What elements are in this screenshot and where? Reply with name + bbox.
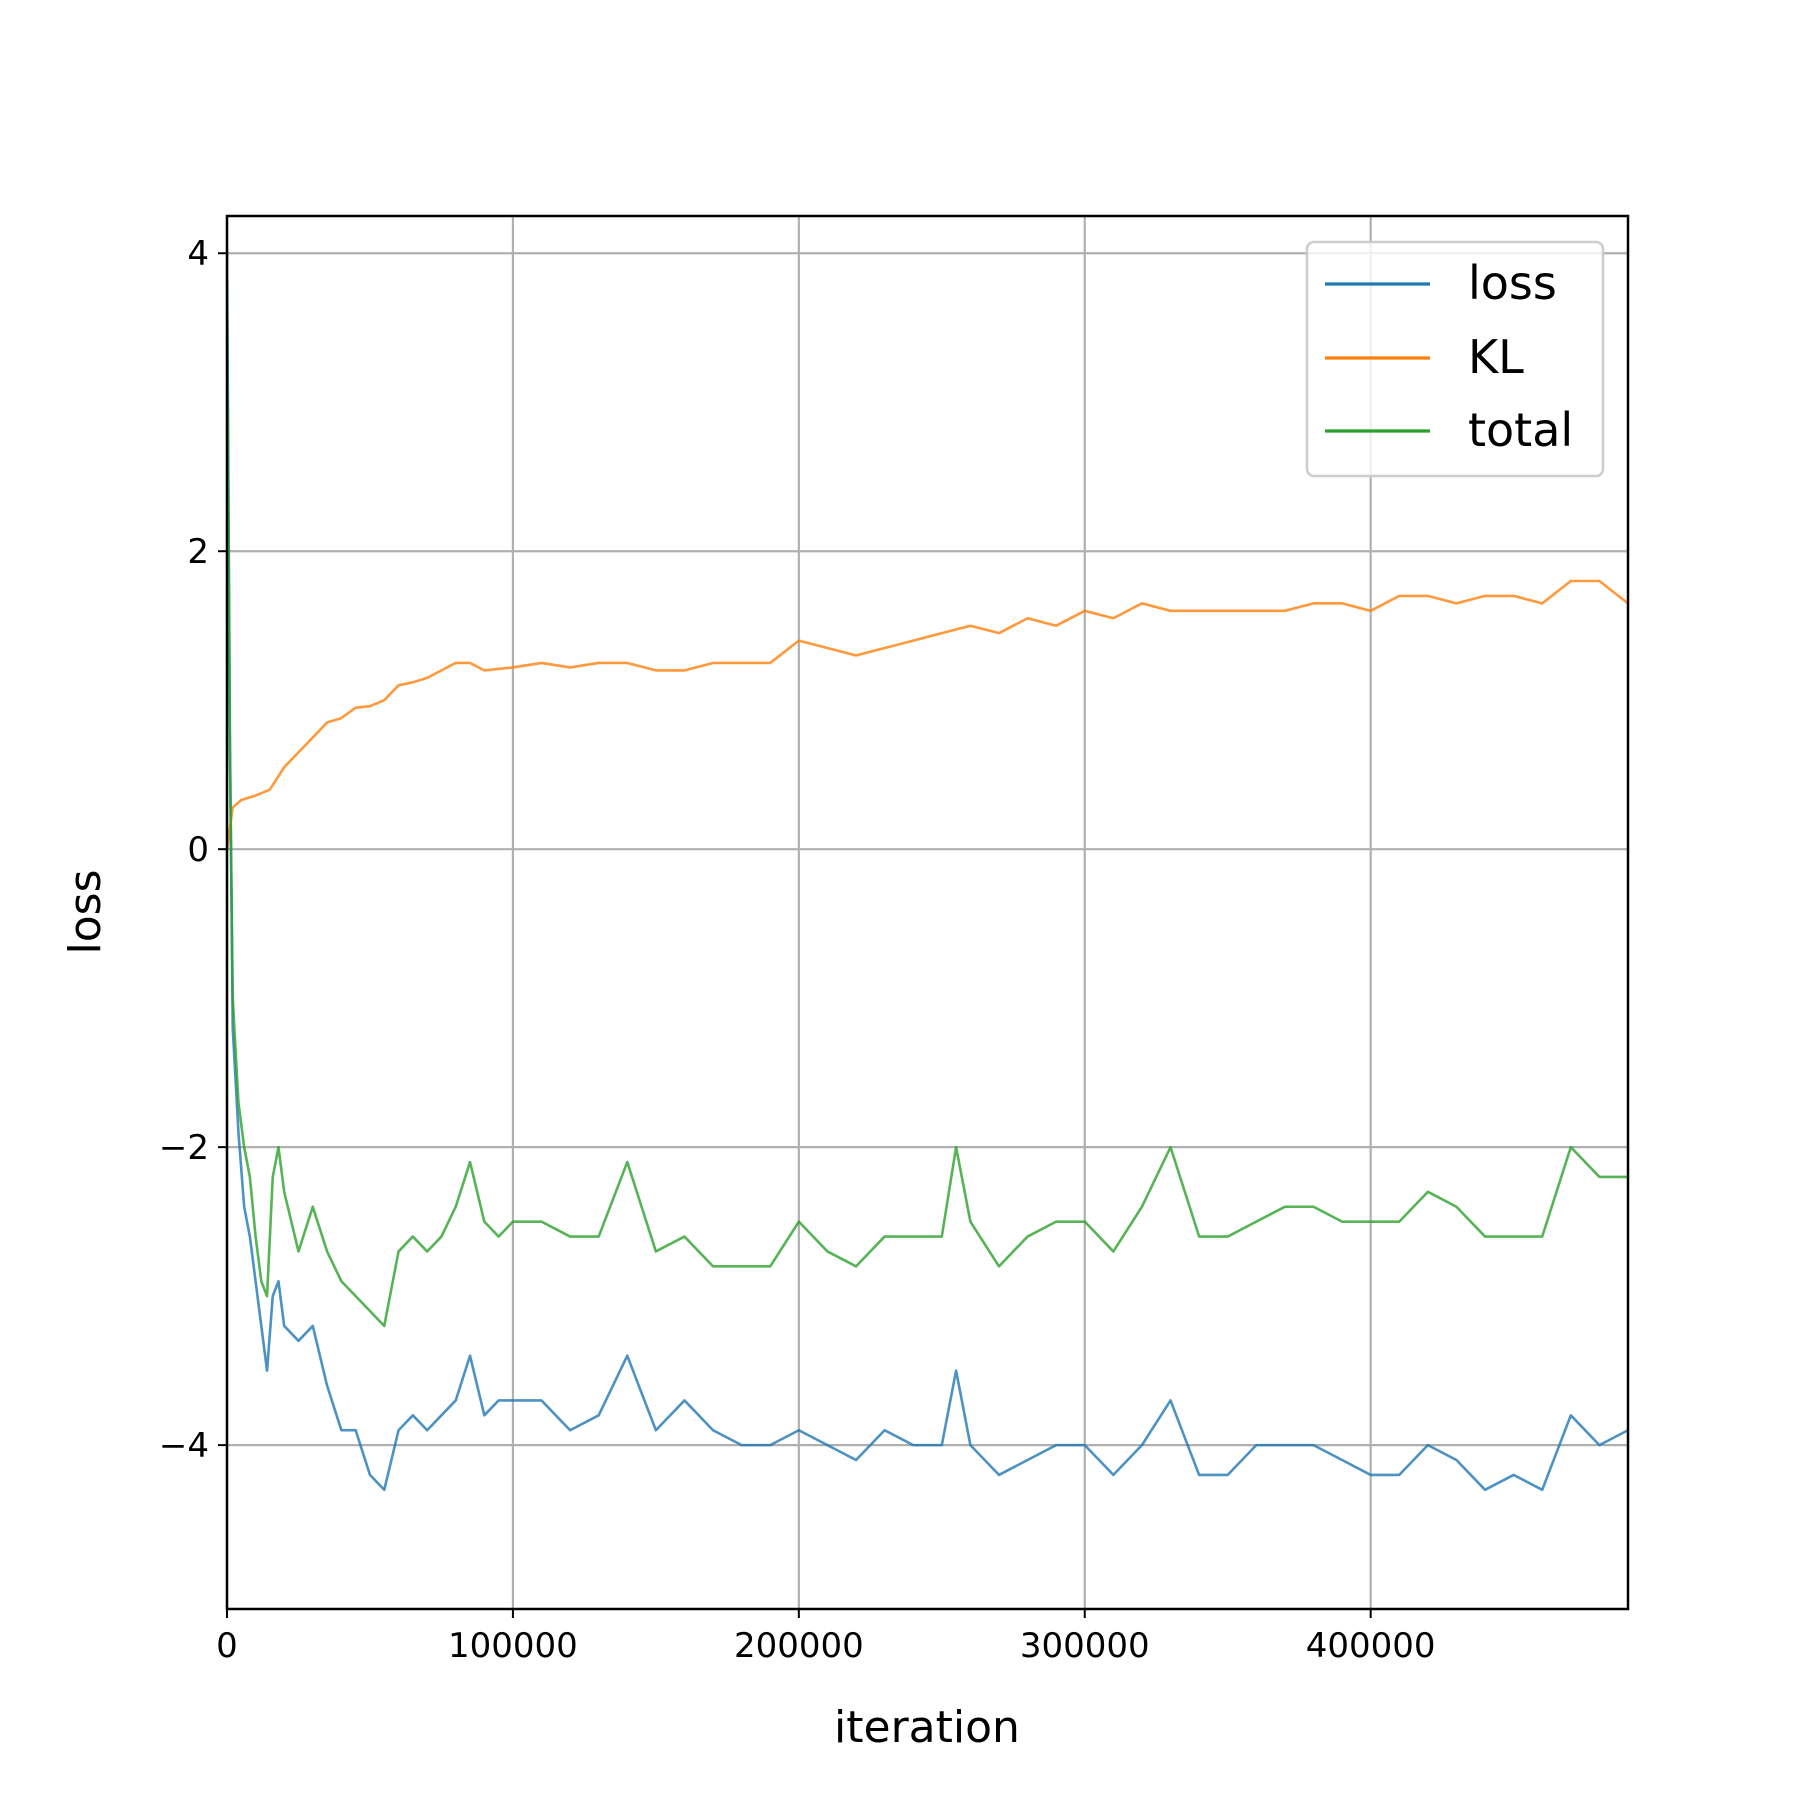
y-tick-label: −4 xyxy=(159,1426,209,1466)
y-tick-label: 0 xyxy=(187,830,209,870)
legend-label-total: total xyxy=(1468,403,1573,457)
grid xyxy=(225,216,1628,1609)
legend-label-loss: loss xyxy=(1468,256,1557,310)
x-tick-label: 0 xyxy=(216,1626,238,1666)
series-line-loss xyxy=(227,251,1628,1492)
x-tick-label: 400000 xyxy=(1306,1626,1436,1666)
y-tick-label: 2 xyxy=(187,532,209,572)
y-axis-label: loss xyxy=(60,870,111,955)
legend: loss KL total xyxy=(1305,240,1605,478)
plot-frame xyxy=(225,214,1630,1611)
x-axis-label: iteration xyxy=(834,1702,1020,1753)
axis-ticks: 0 100000 200000 300000 400000 4 2 0 −2 −4 xyxy=(159,234,1436,1666)
x-tick-label: 300000 xyxy=(1020,1626,1150,1666)
series-line-kl xyxy=(227,579,1628,851)
legend-label-kl: KL xyxy=(1468,330,1524,384)
series-lines xyxy=(227,251,1628,1492)
series-line-total xyxy=(227,281,1628,1328)
x-tick-label: 100000 xyxy=(448,1626,578,1666)
x-tick-label: 200000 xyxy=(734,1626,864,1666)
y-tick-label: 4 xyxy=(187,234,209,274)
y-tick-label: −2 xyxy=(159,1128,209,1168)
legend-box xyxy=(1305,240,1605,478)
